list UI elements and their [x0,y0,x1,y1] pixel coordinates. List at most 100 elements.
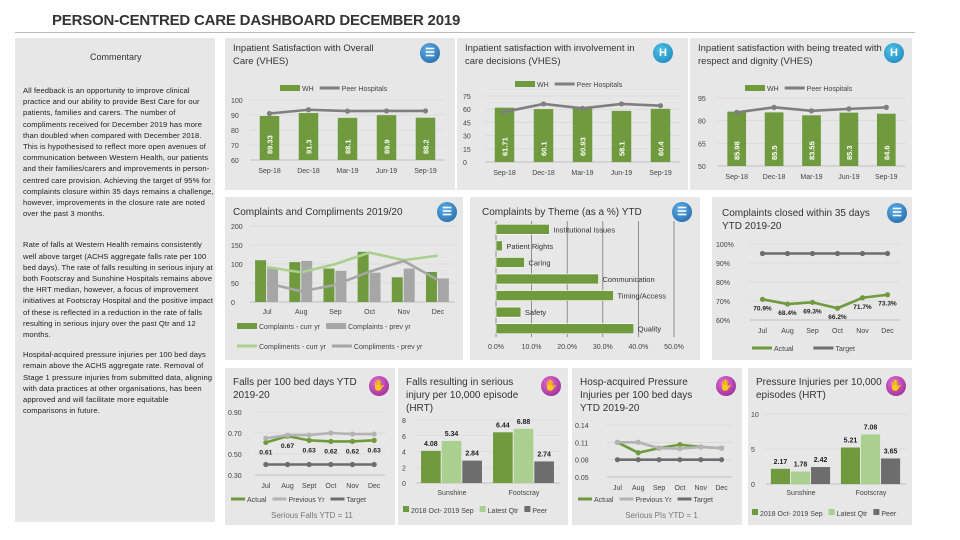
bar-value-label: 85.5 [770,145,779,160]
summary-footer: Serious Falls YTD = 11 [271,511,353,520]
bar [403,268,415,302]
bar [298,113,319,160]
bar-value-label: 2.84 [465,451,479,458]
y-tick-label: 200 [231,224,243,231]
x-category-label: Dec [368,483,381,490]
y-tick-label: 0.05 [575,475,589,482]
legend-label: Latest Qtr [837,511,868,518]
x-category-label: Aug [632,485,645,492]
series-point [344,108,351,114]
panel-falls-rate: Falls per 100 bed days YTD 2019-20 ✋ 0.3… [225,368,395,525]
x-category-label: Dec-18 [532,170,555,177]
panel-complaints-compliments: Complaints and Compliments 2019/20 ☰ 0 50… [225,197,463,360]
point-value-label: 0.63 [303,447,316,454]
series-line [617,441,722,450]
y-tick-label: 70 [231,143,239,150]
bar-value-label: 4.08 [424,441,438,448]
y-tick-label: 2 [402,465,406,472]
panel-overall-care: Inpatient Satisfaction with Overall Care… [225,38,455,190]
y-tick-label: 100% [716,242,734,249]
category-label: Institutional Issues [553,225,615,234]
x-category-label: Dec [881,328,894,335]
x-category-label: Dec-18 [763,174,786,181]
bar [421,450,441,483]
chart-title: Complaints closed within 35 days YTD 201… [722,208,870,232]
y-tick-label: 60 [463,107,471,114]
legend-item: Latest Qtr [479,506,519,515]
x-category-label: Jul [263,309,272,316]
legend-label: Target [694,497,714,504]
series-point [809,299,816,305]
x-category-label: Oct [674,485,685,492]
y-tick-label: 100 [231,262,243,269]
y-tick-label: 60 [231,158,239,165]
patient-safety-icon: ✋ [886,376,906,396]
y-tick-label: 0.30 [228,473,242,480]
y-tick-label: 0.11 [575,440,588,447]
commentary-falls: Rate of falls at Western Health remains … [23,240,214,340]
legend-item: Actual [578,497,614,504]
bar [391,277,403,302]
series-point [635,450,641,456]
survey-search-icon: ☰ [420,43,440,63]
bar [513,428,534,483]
series-point [349,461,356,468]
point-value-label: 0.67 [281,443,294,450]
bar [770,468,790,484]
x-tick-label: 40.0% [628,344,648,351]
series-point [809,250,816,257]
series-point [784,301,791,307]
bar-value-label: 2.17 [774,459,788,466]
x-category-label: Footscray [856,490,887,497]
theme-bar [495,273,599,285]
patient-safety-icon: ✋ [541,376,561,396]
panel-respect-dignity: Inpatient satisfaction with being treate… [690,38,912,190]
x-category-label: Jun-19 [838,174,860,181]
bar [425,271,437,302]
bar-value-label: 60.4 [657,141,666,156]
y-tick-label: 45 [463,120,471,127]
bar-value-label: 89.33 [266,135,275,154]
hospital-h-icon: H [653,43,673,63]
bar-value-label: 2.74 [537,451,551,458]
y-tick-label: 4 [402,450,406,457]
panel-complaints-closed: Complaints closed within 35 days YTD 201… [712,197,912,360]
bar-value-label: 85.98 [733,141,742,160]
chart-title: Inpatient satisfaction with being treate… [698,43,882,67]
series-point [266,110,273,117]
x-category-label: Sunshine [437,490,466,497]
legend-label: 2018 Oct- 2019 Sep [411,508,474,515]
series-point [759,296,766,302]
y-tick-label: 80 [231,128,239,135]
x-category-label: Sep [329,309,342,316]
x-category-label: Dec [715,485,728,492]
bar [811,467,831,484]
panel-pressure-injuries: Pressure Injuries per 10,000 episodes (H… [748,368,912,525]
commentary-heading: Commentary [90,52,142,62]
category-label: Caring [528,258,550,267]
chart-involvement: 0 15 30 45 60 75 61.71 60.1 60.93 58.1 60.4 Sep-18 D… [463,81,680,177]
y-tick-label: 150 [231,243,243,250]
series-point [859,250,866,257]
commentary-panel: Commentary All feedback is an opportunit… [15,38,215,522]
x-category-label: Sep-19 [414,168,437,175]
legend-item: Complaints - curr yr [237,323,321,331]
series-point [284,432,291,438]
bar-value-label: 6.44 [496,422,510,429]
series-point [540,101,547,107]
bar [876,113,896,166]
series-point [371,431,377,437]
x-category-label: Sep-18 [725,174,748,181]
x-category-label: Sep-18 [493,170,516,177]
chart-title: Complaints and Compliments 2019/20 [233,207,403,218]
point-value-label: 66.2% [828,314,847,321]
y-tick-label: 0.50 [228,452,242,459]
theme-bar [495,323,635,335]
series-point [263,439,269,446]
series-point [579,105,586,111]
x-category-label: Jun-19 [376,168,398,175]
legend-item: 2018 Oct- 2019 Sep [752,509,823,518]
summary-footer: Serious PIs YTD = 1 [625,511,698,520]
y-tick-label: 6 [402,434,406,441]
series-point [635,439,641,445]
